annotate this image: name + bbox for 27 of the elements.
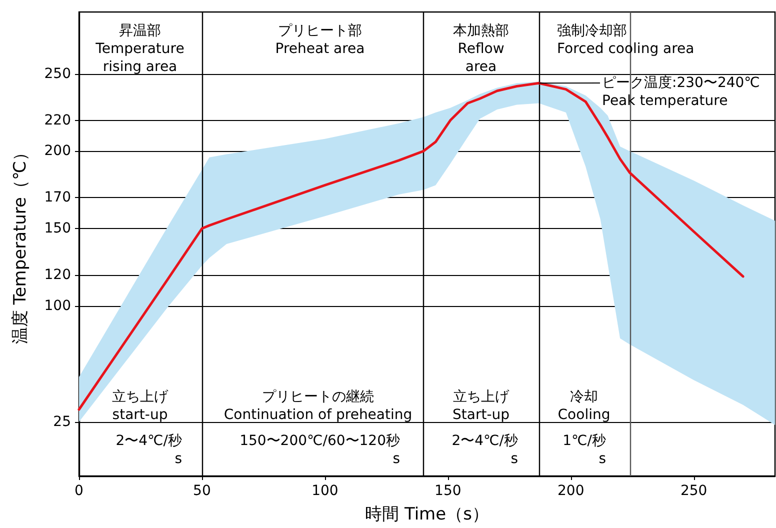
annotation: 2〜4℃/秒 s [116,433,182,467]
x-tick-label: 200 [558,483,584,499]
annotation: プリヒートの継続 Continuation of preheating [224,389,412,423]
y-tick-label: 100 [44,298,71,314]
x-tick-label: 0 [74,483,84,499]
annotation: 1℃/秒 s [562,433,606,467]
annotation: 150〜200℃/60〜120秒 s [240,433,400,467]
annotation: 立ち上げ start-up [112,389,169,423]
x-axis-title: 時間 Time（s） [365,504,489,524]
x-tick-label: 150 [434,483,462,499]
y-tick-label: 200 [44,143,71,160]
y-tick-label: 170 [44,190,71,206]
y-tick-label: 250 [44,66,71,82]
x-tick-label: 50 [193,483,211,499]
x-tick-label: 100 [312,483,338,499]
annotation: 2〜4℃/秒 s [452,433,518,467]
annotation: 冷却 Cooling [558,389,610,423]
y-tick-label: 220 [44,112,71,128]
y-tick-label: 25 [53,414,71,430]
y-axis-title: 温度 Temperature（℃） [10,144,30,344]
annotation: 立ち上げ Start-up [452,389,510,423]
y-tick-label: 120 [44,266,71,283]
annotation: 本加熱部 Reflow area [453,23,509,75]
y-tick-label: 150 [44,220,71,237]
annotation: 昇温部 Temperature rising area [94,23,184,75]
annotation: プリヒート部 Preheat area [275,23,365,57]
x-tick-label: 250 [680,483,708,499]
